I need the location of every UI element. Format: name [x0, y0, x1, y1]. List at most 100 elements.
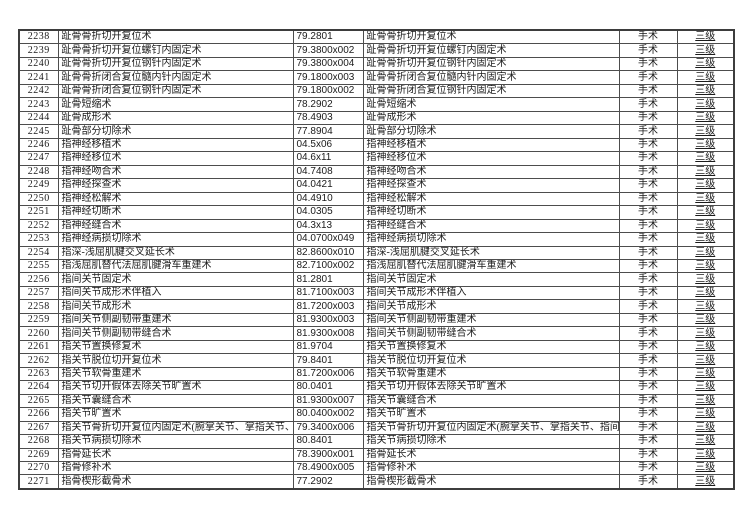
row-number: 2243 — [18, 97, 59, 112]
table-row: 2266 指关节旷置术 80.0400x002 指关节旷置术 手术 三级 — [18, 407, 735, 422]
table-row: 2249 指神经探查术 04.0421 指神经探查术 手术 三级 — [18, 178, 735, 193]
category-label: 手术 — [618, 110, 678, 126]
procedure-name-repeat: 趾骨骨折切开复位术 — [362, 29, 620, 45]
procedure-name: 指神经切断术 — [57, 205, 294, 220]
row-number: 2253 — [18, 232, 59, 247]
category-label: 手术 — [618, 151, 678, 166]
category-label: 手术 — [618, 434, 678, 449]
level-label: 三级 — [676, 312, 735, 328]
level-label: 三级 — [676, 474, 735, 490]
procedure-name: 指关节切开假体去除关节旷置术 — [57, 380, 294, 395]
row-number: 2264 — [18, 380, 59, 395]
procedure-name-repeat: 指神经移植术 — [362, 137, 620, 153]
table-row: 2261 指关节置换修复术 81.9704 指关节置换修复术 手术 三级 — [18, 339, 735, 355]
procedure-name: 指关节软骨重建术 — [57, 366, 294, 382]
procedure-name: 趾骨骨折切开复位术 — [57, 29, 294, 45]
procedure-name-repeat: 指骨延长术 — [362, 447, 620, 463]
row-number: 2256 — [18, 272, 59, 287]
level-label: 三级 — [676, 178, 735, 193]
procedure-code: 80.0401 — [292, 380, 364, 395]
level-label: 三级 — [676, 245, 735, 261]
category-label: 手术 — [618, 218, 678, 234]
table-row: 2240 趾骨骨折切开复位钢针内固定术 79.3800x004 趾骨骨折切开复位… — [18, 56, 735, 72]
procedure-name-repeat: 趾骨骨折切开复位钢针内固定术 — [362, 56, 620, 72]
category-label: 手术 — [618, 191, 678, 207]
procedure-name: 指神经缝合术 — [57, 218, 294, 234]
procedure-name: 趾骨成形术 — [57, 110, 294, 126]
procedure-code: 81.9300x007 — [292, 393, 364, 409]
procedure-name: 指骨楔形截骨术 — [57, 474, 294, 490]
procedure-name: 指骨修补术 — [57, 460, 294, 476]
category-label: 手术 — [618, 460, 678, 476]
level-label: 三级 — [676, 407, 735, 422]
procedure-code: 04.5x06 — [292, 137, 364, 153]
procedure-code: 04.6x11 — [292, 151, 364, 166]
procedure-code: 81.7100x003 — [292, 285, 364, 301]
procedure-code: 81.9300x003 — [292, 312, 364, 328]
category-label: 手术 — [618, 124, 678, 139]
procedure-name: 指关节病损切除术 — [57, 434, 294, 449]
category-label: 手术 — [618, 380, 678, 395]
row-number: 2248 — [18, 164, 59, 180]
procedure-name: 指神经探查术 — [57, 178, 294, 193]
procedure-name-repeat: 趾骨部分切除术 — [362, 124, 620, 139]
row-number: 2262 — [18, 353, 59, 368]
procedure-code: 79.1800x003 — [292, 70, 364, 85]
table-row: 2238 趾骨骨折切开复位术 79.2801 趾骨骨折切开复位术 手术 三级 — [18, 29, 735, 45]
procedure-code: 79.3400x006 — [292, 420, 364, 436]
procedure-name-repeat: 指神经移位术 — [362, 151, 620, 166]
procedure-name: 指间关节固定术 — [57, 272, 294, 287]
level-label: 三级 — [676, 326, 735, 341]
procedure-name-repeat: 指关节骨折切开复位内固定术(腕掌关节、掌指关节、指间关节) — [362, 420, 620, 436]
table-row: 2268 指关节病损切除术 80.8401 指关节病损切除术 手术 三级 — [18, 434, 735, 449]
category-label: 手术 — [618, 258, 678, 274]
table-row: 2267 指关节骨折切开复位内固定术(腕掌关节、掌指关节、指间关节) 79.34… — [18, 420, 735, 436]
procedure-code: 79.3800x004 — [292, 56, 364, 72]
row-number: 2238 — [18, 29, 59, 45]
row-number: 2244 — [18, 110, 59, 126]
row-number: 2251 — [18, 205, 59, 220]
level-label: 三级 — [676, 285, 735, 301]
row-number: 2245 — [18, 124, 59, 139]
category-label: 手术 — [618, 285, 678, 301]
procedure-name: 指神经移植术 — [57, 137, 294, 153]
table-row: 2265 指关节囊缝合术 81.9300x007 指关节囊缝合术 手术 三级 — [18, 393, 735, 409]
procedure-code: 78.4903 — [292, 110, 364, 126]
procedure-name-repeat: 指关节切开假体去除关节旷置术 — [362, 380, 620, 395]
procedure-table-body: 2238 趾骨骨折切开复位术 79.2801 趾骨骨折切开复位术 手术 三级 2… — [18, 29, 735, 490]
table-row: 2258 指间关节成形术 81.7200x003 指间关节成形术 手术 三级 — [18, 299, 735, 314]
procedure-name: 趾骨骨折切开复位螺钉内固定术 — [57, 43, 294, 58]
level-label: 三级 — [676, 420, 735, 436]
category-label: 手术 — [618, 474, 678, 490]
table-row: 2244 趾骨成形术 78.4903 趾骨成形术 手术 三级 — [18, 110, 735, 126]
procedure-code: 79.1800x002 — [292, 83, 364, 99]
row-number: 2241 — [18, 70, 59, 85]
procedure-name-repeat: 指神经切断术 — [362, 205, 620, 220]
table-row: 2250 指神经松解术 04.4910 指神经松解术 手术 三级 — [18, 191, 735, 207]
level-label: 三级 — [676, 97, 735, 112]
level-label: 三级 — [676, 43, 735, 58]
procedure-code: 82.8600x010 — [292, 245, 364, 261]
row-number: 2254 — [18, 245, 59, 261]
procedure-name: 趾骨部分切除术 — [57, 124, 294, 139]
procedure-name-repeat: 指间关节侧副韧带重建术 — [362, 312, 620, 328]
table-row: 2260 指间关节侧副韧带缝合术 81.9300x008 指间关节侧副韧带缝合术… — [18, 326, 735, 341]
procedure-name: 指间关节成形术伴植入 — [57, 285, 294, 301]
category-label: 手术 — [618, 366, 678, 382]
level-label: 三级 — [676, 110, 735, 126]
row-number: 2255 — [18, 258, 59, 274]
row-number: 2267 — [18, 420, 59, 436]
procedure-code: 04.0421 — [292, 178, 364, 193]
procedure-name: 趾骨短缩术 — [57, 97, 294, 112]
procedure-name-repeat: 指关节旷置术 — [362, 407, 620, 422]
row-number: 2259 — [18, 312, 59, 328]
procedure-code: 04.3x13 — [292, 218, 364, 234]
category-label: 手术 — [618, 312, 678, 328]
category-label: 手术 — [618, 407, 678, 422]
procedure-name: 指间关节侧副韧带缝合术 — [57, 326, 294, 341]
procedure-name-repeat: 指神经吻合术 — [362, 164, 620, 180]
procedure-name-repeat: 趾骨骨折闭合复位髓内针内固定术 — [362, 70, 620, 85]
table-row: 2247 指神经移位术 04.6x11 指神经移位术 手术 三级 — [18, 151, 735, 166]
table-row: 2245 趾骨部分切除术 77.8904 趾骨部分切除术 手术 三级 — [18, 124, 735, 139]
category-label: 手术 — [618, 97, 678, 112]
